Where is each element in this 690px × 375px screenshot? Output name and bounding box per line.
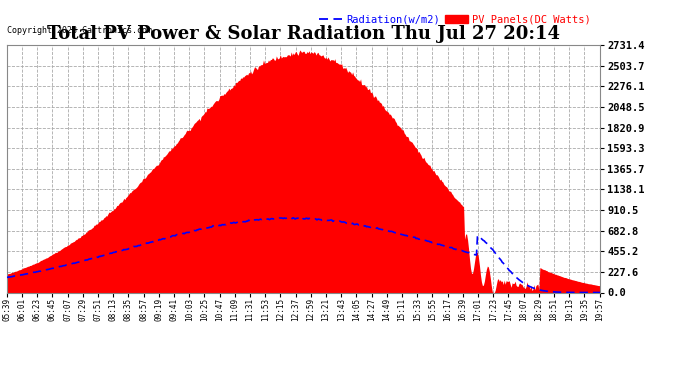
Text: Copyright 2023 Cartronics.com: Copyright 2023 Cartronics.com <box>7 26 152 35</box>
Legend: Radiation(w/m2), PV Panels(DC Watts): Radiation(w/m2), PV Panels(DC Watts) <box>315 10 595 29</box>
Title: Total PV Power & Solar Radiation Thu Jul 27 20:14: Total PV Power & Solar Radiation Thu Jul… <box>47 26 560 44</box>
